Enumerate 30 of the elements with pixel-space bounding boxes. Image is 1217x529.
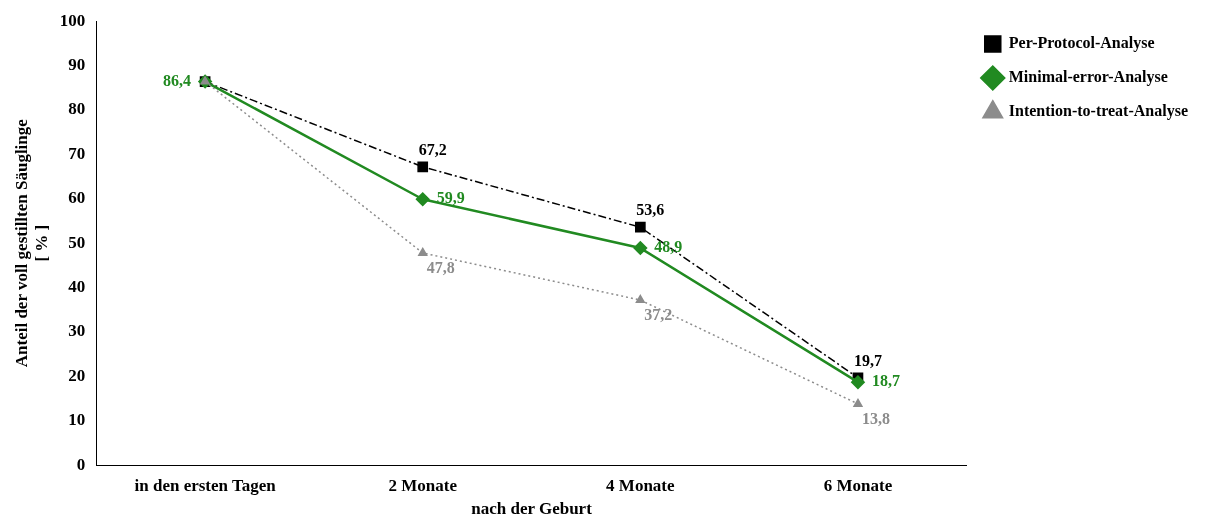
data-label: 67,2	[418, 140, 447, 158]
y-tick-label: 60	[68, 188, 86, 208]
y-tick-label: 80	[68, 99, 86, 119]
y-tick-label: 20	[68, 365, 86, 385]
y-tick-label: 100	[59, 10, 86, 30]
y-tick-label: 50	[68, 232, 86, 252]
data-label: 53,6	[636, 201, 665, 219]
data-label: 13,8	[861, 410, 890, 428]
data-label: 86,4	[163, 71, 192, 89]
legend-label: Per-Protocol-Analyse	[1008, 34, 1155, 53]
data-label: 47,8	[426, 259, 455, 277]
x-tick-label: 4 Monate	[606, 475, 676, 495]
data-label: 19,7	[853, 351, 882, 369]
data-label: 48,9	[654, 238, 683, 256]
y-tick-label: 40	[68, 276, 86, 296]
y-axis-title: Anteil der voll gestillten Säuglinge [ % ]	[11, 118, 51, 368]
x-tick-label: 2 Monate	[388, 475, 458, 495]
y-tick-label: 90	[68, 54, 86, 74]
y-tick-label: 0	[76, 454, 86, 474]
y-tick-label: 70	[68, 143, 86, 163]
x-tick-label: in den ersten Tagen	[134, 475, 277, 495]
y-tick-label: 10	[68, 410, 86, 430]
y-tick-label: 30	[68, 321, 86, 341]
legend-label: Intention-to-treat-Analyse	[1008, 102, 1188, 121]
data-label: 18,7	[871, 372, 900, 390]
data-label: 59,9	[436, 189, 465, 207]
data-label: 37,2	[644, 306, 673, 324]
x-axis-title: nach der Geburt	[471, 499, 593, 519]
legend-label: Minimal-error-Analyse	[1008, 68, 1168, 87]
x-tick-label: 6 Monate	[823, 475, 893, 495]
